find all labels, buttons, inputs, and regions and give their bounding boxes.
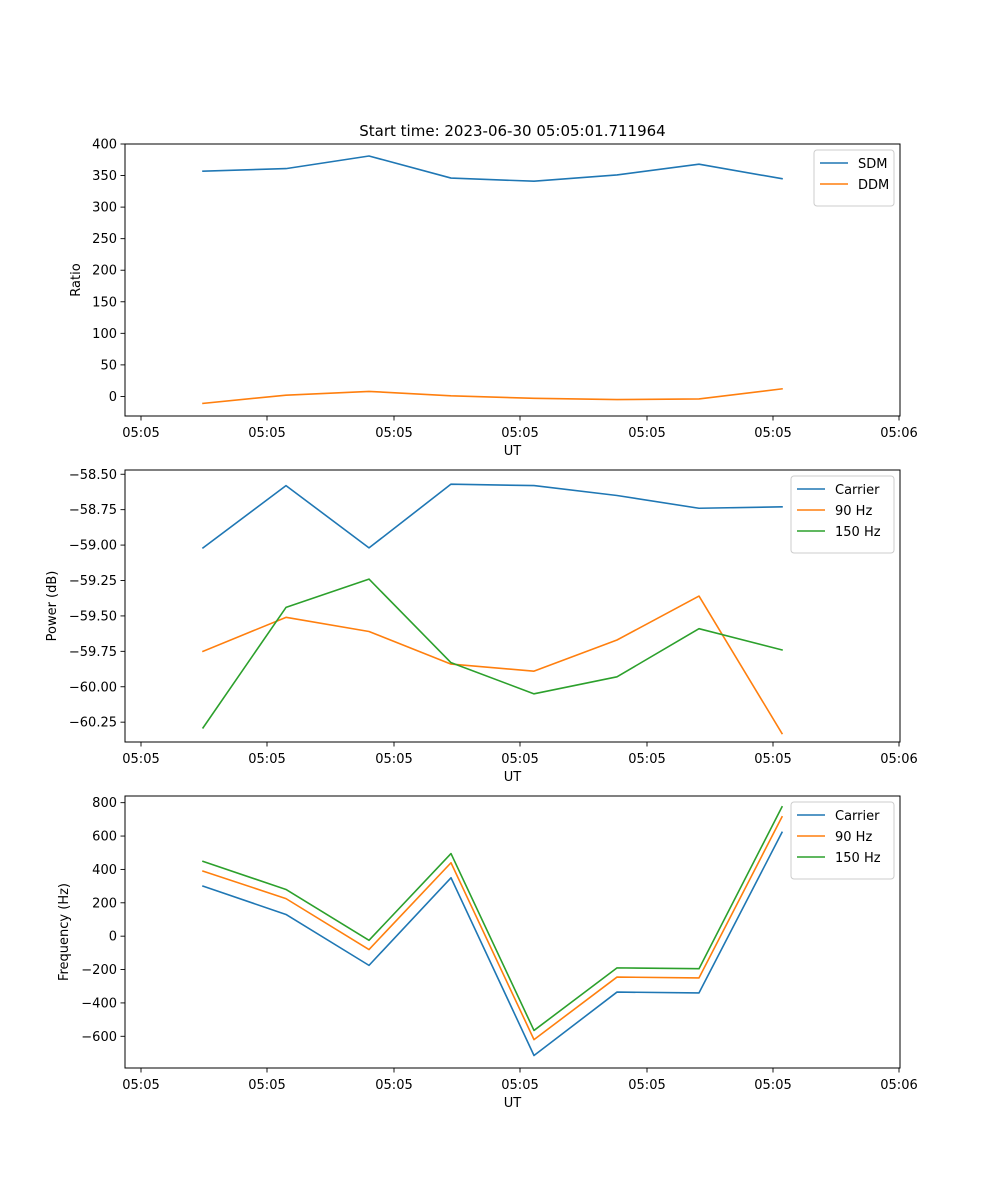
y-tick-label: 0 xyxy=(109,390,117,405)
x-tick-label: 05:05 xyxy=(375,426,412,441)
x-tick-label: 05:05 xyxy=(628,1078,665,1093)
y-tick-label: −60.00 xyxy=(69,680,117,695)
y-tick-label: 800 xyxy=(92,796,117,811)
x-tick-label: 05:05 xyxy=(375,752,412,767)
y-axis-label: Power (dB) xyxy=(45,571,60,642)
legend: Carrier 90 Hz 150 Hz xyxy=(790,801,895,880)
y-tick-label: 400 xyxy=(92,863,117,878)
y-tick-label: 600 xyxy=(92,830,117,845)
x-tick-label: 05:05 xyxy=(122,1078,159,1093)
y-tick-label: 250 xyxy=(92,232,117,247)
y-tick-label: −600 xyxy=(81,1030,117,1045)
x-tick-label: 05:05 xyxy=(248,752,285,767)
y-tick-label: −200 xyxy=(81,963,117,978)
x-tick-label: 05:05 xyxy=(754,1078,791,1093)
x-tick-label: 05:06 xyxy=(880,426,917,441)
x-tick-label: 05:05 xyxy=(501,752,538,767)
x-tick-label: 05:05 xyxy=(122,426,159,441)
legend-label-1: Carrier xyxy=(835,809,880,824)
x-tick-label: 05:05 xyxy=(501,426,538,441)
y-tick-label: −400 xyxy=(81,996,117,1011)
chart-panel-1: 05:05 05:05 05:05 05:05 05:05 05:05 05:06 0 50 10… xyxy=(69,138,918,460)
x-tick-label: 05:06 xyxy=(880,752,917,767)
x-tick-label: 05:05 xyxy=(122,752,159,767)
x-tick-label: 05:05 xyxy=(628,752,665,767)
legend-box xyxy=(813,149,895,207)
chart-panel-3: 05:05 05:05 05:05 05:05 05:05 05:05 05:06 −600 −… xyxy=(57,795,918,1111)
x-tick-label: 05:05 xyxy=(501,1078,538,1093)
legend: SDM DDM xyxy=(813,149,895,207)
y-tick-label: 400 xyxy=(92,138,117,153)
y-tick-label: −59.00 xyxy=(69,539,117,554)
y-tick-label: 300 xyxy=(92,201,117,216)
y-tick-label: −59.75 xyxy=(69,645,117,660)
y-tick-label: 50 xyxy=(100,358,117,373)
legend-label-2: DDM xyxy=(858,178,889,193)
y-tick-label: 200 xyxy=(92,264,117,279)
x-tick-label: 05:05 xyxy=(628,426,665,441)
series-line-2 xyxy=(202,387,783,405)
y-tick-label: −59.25 xyxy=(69,574,117,589)
y-axis-label: Frequency (Hz) xyxy=(57,883,72,981)
series-line-1 xyxy=(202,155,783,183)
y-tick-label: 100 xyxy=(92,327,117,342)
axes-frame xyxy=(124,795,901,1069)
series-line-2 xyxy=(201,595,784,735)
x-tick-label: 05:05 xyxy=(375,1078,412,1093)
y-tick-label: 0 xyxy=(109,930,117,945)
axes-frame xyxy=(124,143,901,417)
y-tick-label: −60.25 xyxy=(69,716,117,731)
y-tick-label: −58.75 xyxy=(69,503,117,518)
y-tick-label: 350 xyxy=(92,169,117,184)
x-tick-label: 05:06 xyxy=(880,1078,917,1093)
series-line-1 xyxy=(201,483,783,550)
x-axis-label: UT xyxy=(504,1096,522,1111)
y-tick-label: −59.50 xyxy=(69,609,117,624)
y-tick-label: −58.50 xyxy=(69,468,117,483)
legend-box xyxy=(790,475,895,554)
x-axis-label: UT xyxy=(504,770,522,785)
legend-box xyxy=(790,801,895,880)
figure-title: Start time: 2023-06-30 05:05:01.711964 xyxy=(359,122,665,140)
chart-panel-2: 05:05 05:05 05:05 05:05 05:05 05:05 05:06 −58.5… xyxy=(45,468,918,785)
x-tick-label: 05:05 xyxy=(754,752,791,767)
legend-label-2: 90 Hz xyxy=(835,504,872,519)
legend-label-2: 90 Hz xyxy=(835,830,872,845)
x-tick-label: 05:05 xyxy=(754,426,791,441)
x-tick-label: 05:05 xyxy=(248,1078,285,1093)
legend-label-1: Carrier xyxy=(835,483,880,498)
y-axis-label: Ratio xyxy=(69,263,84,296)
x-tick-label: 05:05 xyxy=(248,426,285,441)
x-axis-label: UT xyxy=(504,444,522,459)
legend: Carrier 90 Hz 150 Hz xyxy=(790,475,895,554)
series-line-3 xyxy=(201,805,784,1032)
y-tick-label: 200 xyxy=(92,896,117,911)
legend-label-3: 150 Hz xyxy=(835,525,881,540)
series-line-1 xyxy=(201,831,784,1057)
series-line-3 xyxy=(201,578,783,729)
legend-label-1: SDM xyxy=(858,157,887,172)
series-line-2 xyxy=(201,815,784,1041)
legend-label-3: 150 Hz xyxy=(835,851,881,866)
y-tick-label: 150 xyxy=(92,295,117,310)
axes-frame xyxy=(124,469,901,743)
